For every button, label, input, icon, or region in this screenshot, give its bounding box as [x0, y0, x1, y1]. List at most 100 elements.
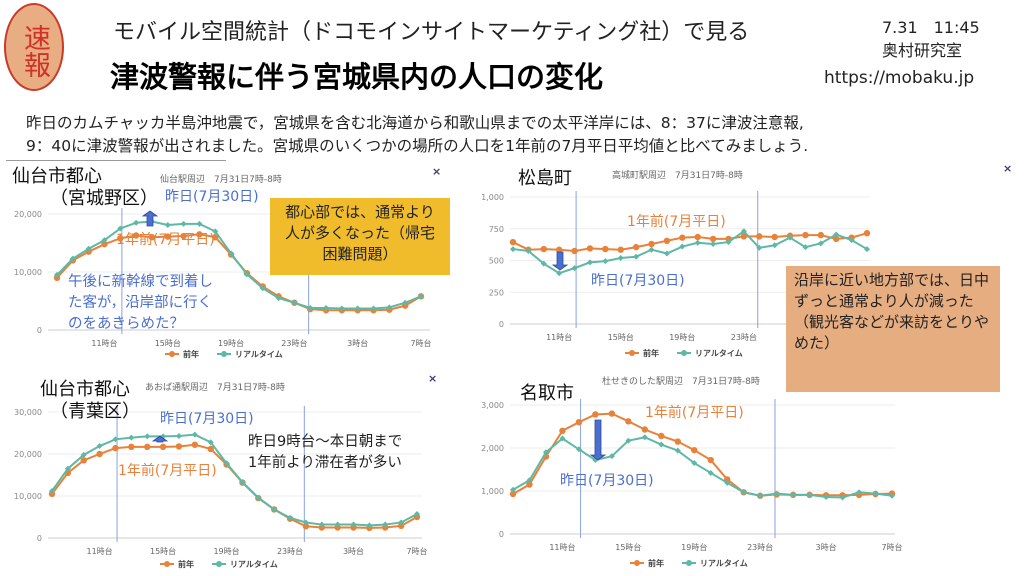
data-point: [632, 243, 640, 251]
intro-text: 昨日のカムチャッカ半島沖地震で，宮城県を含む北海道から和歌山県までの太平洋岸には…: [26, 112, 808, 158]
data-point: [366, 522, 373, 529]
data-point: [287, 514, 294, 521]
data-point: [334, 521, 341, 528]
x-tick-label: 15時台: [615, 542, 641, 552]
y-tick-label: 1,000: [481, 487, 504, 496]
yesterday-label: 昨日(7月30日): [591, 273, 685, 289]
y-tick-label: 0: [37, 326, 42, 335]
x-tick-label: 11時台: [549, 542, 575, 552]
data-point: [159, 443, 167, 451]
data-point: [724, 479, 731, 486]
x-tick-label: 7時台: [406, 546, 427, 556]
lastyear-label: 1年前(7月平日): [116, 232, 215, 248]
data-point: [771, 233, 778, 241]
y-tick-label: 0: [499, 320, 504, 329]
website-url[interactable]: https://mobaku.jp: [824, 68, 975, 88]
data-point: [228, 250, 235, 257]
data-point: [559, 435, 566, 442]
x-tick-label: 19時台: [669, 332, 695, 342]
chart-3: 0 10,000 20,000 30,000 11時台 15時台 19時台 23時台 3時台 7時…: [14, 406, 428, 569]
data-point: [291, 299, 298, 306]
chart1-subtitle: 仙台駅周辺 7月31日7時-8時: [160, 175, 282, 185]
data-point: [212, 234, 219, 241]
divider: [6, 160, 226, 161]
data-point: [180, 220, 187, 227]
x-tick-label: 3時台: [343, 546, 364, 556]
chart3-area-name: 仙台市都心: [40, 379, 130, 400]
data-point: [571, 265, 578, 272]
data-point: [191, 441, 199, 448]
data-point: [575, 446, 582, 453]
data-point: [207, 439, 214, 446]
data-point: [117, 235, 124, 242]
data-point: [771, 242, 778, 249]
data-point: [625, 418, 632, 425]
data-point: [679, 234, 686, 241]
arrow-up-icon: [151, 435, 169, 443]
data-point: [64, 465, 71, 472]
data-point: [259, 285, 266, 292]
slide-title: 津波警報に伴う宮城県内の人口の変化: [110, 60, 604, 94]
yesterday-label: 昨日(7月30日): [160, 411, 254, 427]
data-point: [740, 489, 747, 496]
legend-label: リアルタイム: [695, 348, 743, 358]
data-point: [555, 246, 563, 253]
data-point: [817, 231, 825, 239]
data-point: [856, 489, 863, 496]
legend-marker: [169, 351, 175, 357]
data-point: [872, 490, 879, 497]
chart2-subtitle: 高城町駅周辺 7月31日7時-8時: [612, 171, 743, 181]
chart2-title: 松島町: [518, 168, 572, 189]
data-point: [80, 457, 87, 464]
data-point: [625, 437, 632, 444]
data-point: [740, 233, 748, 240]
data-point: [117, 225, 124, 232]
chart-4: 0 1,000 2,000 3,000 11時台 15時台 19時台 23時台 3時台 7時台前年…: [481, 399, 903, 568]
x-tick-label: 23時台: [277, 546, 303, 556]
data-point: [101, 237, 108, 244]
data-point: [633, 253, 640, 260]
y-tick-label: 500: [489, 257, 504, 266]
data-point: [740, 228, 747, 235]
data-point: [757, 492, 764, 499]
data-point: [302, 519, 309, 526]
x-tick-label: 7時台: [881, 542, 902, 552]
data-point: [175, 432, 182, 439]
chart1-ward-name: （宮城野区）: [50, 188, 158, 209]
data-point: [694, 239, 701, 246]
data-point: [318, 521, 325, 528]
x-tick-label: 23時台: [731, 332, 757, 342]
y-tick-label: 10,000: [14, 492, 42, 501]
chart4-subtitle: 杜せきのした駅周辺 7月31日7時-8時: [602, 377, 760, 387]
y-tick-label: 3,000: [481, 401, 504, 410]
slide-subtitle: モバイル空間統計（ドコモインサイトマーケティング社）で見る: [113, 20, 750, 45]
x-tick-label: 15時台: [608, 332, 634, 342]
data-point: [756, 244, 763, 251]
data-point: [212, 228, 219, 235]
x-tick-label: 11時台: [91, 338, 117, 348]
close-icon[interactable]: ×: [428, 372, 438, 385]
yesterday-label: 昨日(7月30日): [560, 473, 654, 489]
data-point: [510, 486, 516, 493]
chart1-callout-box: 都心部では、通常より人が多くなった（帰宅困難問題）: [270, 198, 450, 275]
x-tick-label: 3時台: [816, 542, 837, 552]
x-tick-label: 7時台: [410, 338, 431, 348]
data-point: [679, 243, 686, 250]
data-point: [526, 477, 533, 484]
data-point: [402, 299, 409, 306]
note-line: 昨日9時台～本日朝まで: [248, 434, 403, 450]
y-tick-label: 0: [37, 534, 42, 543]
data-point: [243, 271, 250, 278]
data-point: [556, 270, 563, 277]
close-icon[interactable]: ×: [432, 165, 442, 178]
y-tick-label: 1,000: [481, 193, 504, 202]
data-point: [510, 246, 516, 253]
data-point: [707, 469, 714, 476]
data-point: [790, 491, 797, 498]
chart2-callout-box: 沿岸に近い地方部では、日中ずっと通常より人が減った（観光客などが来訪をとりやめた…: [786, 266, 1000, 392]
legend-marker: [681, 350, 687, 356]
close-icon[interactable]: ×: [1003, 162, 1013, 175]
data-point: [80, 451, 87, 458]
data-point: [833, 235, 840, 243]
y-tick-label: 10,000: [14, 268, 42, 277]
